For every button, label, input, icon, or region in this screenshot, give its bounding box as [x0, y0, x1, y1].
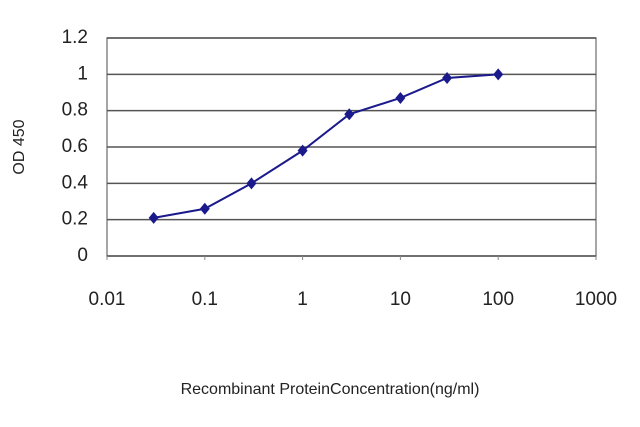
data-point — [493, 68, 504, 81]
y-tick-label: 1 — [77, 63, 88, 84]
data-point — [297, 144, 308, 157]
x-tick-label: 1 — [297, 289, 308, 310]
data-point — [344, 108, 355, 121]
data-point — [199, 202, 210, 215]
data-point — [442, 71, 453, 84]
y-tick-label: 0.6 — [62, 136, 88, 157]
x-tick-label: 0.01 — [89, 289, 126, 310]
x-tick-label: 1000 — [575, 289, 617, 310]
y-tick-label: 0 — [77, 245, 88, 266]
y-tick-label: 0.8 — [62, 100, 88, 121]
data-point — [246, 177, 257, 190]
y-tick-label: 0.4 — [62, 172, 89, 193]
data-point — [148, 211, 159, 224]
data-point — [395, 91, 406, 104]
y-axis-title: OD 450 — [11, 119, 28, 174]
data-line — [153, 73, 499, 219]
x-axis-title: Recombinant ProteinConcentration(ng/ml) — [181, 381, 480, 398]
x-tick-label: 10 — [390, 289, 411, 310]
x-tick-label: 0.1 — [192, 289, 218, 310]
y-tick-label: 0.2 — [62, 209, 88, 230]
y-tick-label: 1.2 — [62, 27, 88, 48]
x-tick-label: 100 — [482, 289, 514, 310]
